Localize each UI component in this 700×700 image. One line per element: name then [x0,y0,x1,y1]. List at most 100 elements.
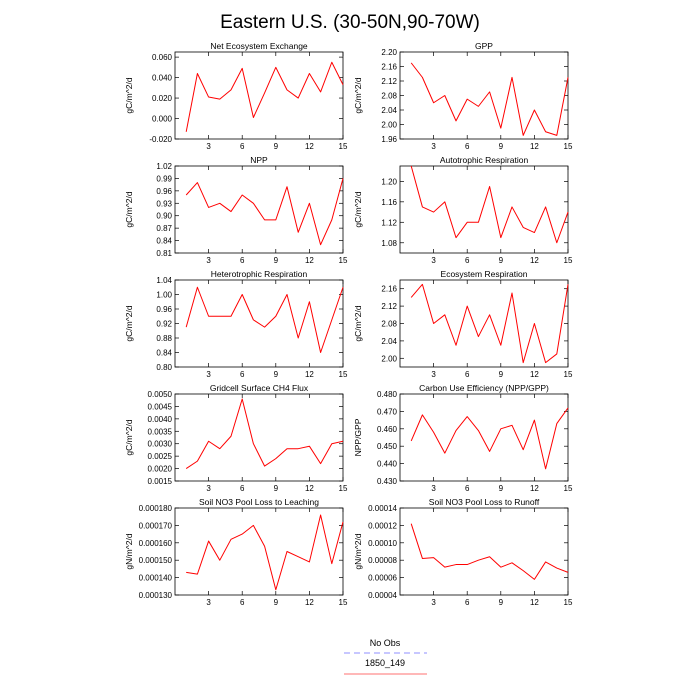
x-tick-label: 12 [530,370,539,379]
y-tick-label: 0.000130 [139,591,173,600]
y-tick-label: 0.81 [156,249,172,258]
y-axis-label: gC/m^2/d [353,305,363,341]
y-tick-label: 0.460 [377,425,398,434]
x-tick-label: 9 [274,142,279,151]
x-tick-label: 3 [431,484,436,493]
y-axis-label: NPP/GPP [353,418,363,456]
x-tick-label: 12 [305,256,314,265]
series-line-1850-149 [410,523,569,580]
plot-frame [399,507,569,596]
x-tick-label: 6 [465,598,470,607]
x-tick-label: 3 [206,598,211,607]
y-tick-label: -0.020 [149,135,172,144]
x-tick-label: 3 [206,484,211,493]
x-tick-label: 15 [339,142,348,151]
y-tick-label: 0.000160 [139,539,173,548]
x-tick-label: 6 [240,598,245,607]
panel-title: Autotrophic Respiration [440,155,529,165]
y-tick-label: 2.16 [381,63,397,72]
x-tick-label: 12 [305,142,314,151]
x-tick-label: 3 [206,256,211,265]
panel-soil-no3-pool-loss-to-runoff: Soil NO3 Pool Loss to Runoff 3 6 9 12 15 0.000… [353,497,573,607]
y-tick-label: 2.12 [381,302,397,311]
y-tick-label: 0.040 [152,74,173,83]
y-tick-label: 0.99 [156,174,172,183]
series-line-1850-149 [186,514,344,591]
x-tick-label: 9 [499,598,504,607]
y-tick-label: 1.12 [381,218,397,227]
series-line-1850-149 [185,286,344,353]
y-tick-label: 0.80 [156,363,172,372]
panel-ecosystem-respiration: Ecosystem Respiration 3 6 9 12 15 2.00 2.04 2.08… [353,269,573,379]
y-axis-label: gN/m^2/d [124,533,134,569]
x-tick-label: 9 [499,484,504,493]
x-tick-label: 9 [499,142,504,151]
x-tick-label: 9 [274,484,279,493]
x-tick-label: 15 [339,256,348,265]
panel-title: Carbon Use Efficiency (NPP/GPP) [419,383,549,393]
y-tick-label: 0.96 [156,305,172,314]
y-tick-label: 0.84 [156,349,172,358]
x-tick-label: 15 [339,484,348,493]
x-tick-label: 6 [240,142,245,151]
y-tick-label: 0.0045 [148,402,173,411]
y-tick-label: 2.00 [381,354,397,363]
page-title: Eastern U.S. (30-50N,90-70W) [220,12,480,33]
y-tick-label: 0.000150 [139,556,173,565]
y-tick-label: 1.16 [381,198,397,207]
panel-carbon-use-efficiency-npp-gpp: Carbon Use Efficiency (NPP/GPP) 3 6 9 12 15 0.… [353,383,573,493]
series-line-1850-149 [410,283,569,364]
y-tick-label: 0.00014 [368,504,397,513]
y-tick-label: 0.93 [156,199,172,208]
x-tick-label: 15 [564,598,573,607]
y-tick-label: 0.84 [156,237,172,246]
x-tick-label: 15 [564,370,573,379]
x-tick-label: 6 [465,484,470,493]
y-tick-label: 2.08 [381,92,397,101]
panel-title: Ecosystem Respiration [441,269,528,279]
plot-frame [174,165,344,254]
y-tick-label: 0.000170 [139,521,173,530]
panel-soil-no3-pool-loss-to-leaching: Soil NO3 Pool Loss to Leaching 3 6 9 12 15 0.0… [124,497,348,607]
panel-npp: NPP 3 6 9 12 15 0.81 0.84 0.87 0.90 0.93 0.96 0.99 1.… [124,155,348,265]
x-tick-label: 12 [530,598,539,607]
plot-frame [399,165,569,254]
plot-frame [399,393,569,482]
y-tick-label: 1.20 [381,177,397,186]
x-tick-label: 12 [530,256,539,265]
y-axis-label: gC/m^2/d [124,419,134,455]
x-tick-label: 9 [499,256,504,265]
y-tick-label: 0.88 [156,334,172,343]
y-tick-label: 0.000180 [139,504,173,513]
x-tick-label: 3 [431,370,436,379]
y-tick-label: 2.16 [381,285,397,294]
y-tick-label: 1.08 [381,239,397,248]
x-tick-label: 9 [274,370,279,379]
x-tick-label: 3 [431,142,436,151]
y-tick-label: 0.00006 [368,574,397,583]
x-tick-label: 12 [530,142,539,151]
panel-net-ecosystem-exchange: Net Ecosystem Exchange 3 6 9 12 15 -0.020 0.000… [124,41,348,151]
panel-title: Net Ecosystem Exchange [210,41,308,51]
y-tick-label: 0.87 [156,224,172,233]
y-tick-label: 0.92 [156,320,172,329]
y-axis-label: gC/m^2/d [124,305,134,341]
y-tick-label: 0.470 [377,407,398,416]
y-tick-label: 0.00008 [368,556,397,565]
x-tick-label: 3 [431,598,436,607]
y-tick-label: 0.000 [152,115,173,124]
plot-frame [174,507,344,596]
y-tick-label: 2.00 [381,121,397,130]
legend-label-1850-149: 1850_149 [365,658,405,668]
y-tick-label: 0.00004 [368,591,397,600]
x-tick-label: 12 [305,370,314,379]
x-tick-label: 15 [339,370,348,379]
y-tick-label: 0.430 [377,477,398,486]
panel-title: NPP [250,155,268,165]
series-line-1850-149 [410,407,569,470]
x-tick-label: 6 [465,256,470,265]
panel-gpp: GPP 3 6 9 12 15 1.96 2.00 2.04 2.08 2.12 2.16 2.20 gC… [353,41,573,151]
y-tick-label: 1.02 [156,162,172,171]
x-tick-label: 15 [564,142,573,151]
y-axis-label: gC/m^2/d [124,77,134,113]
